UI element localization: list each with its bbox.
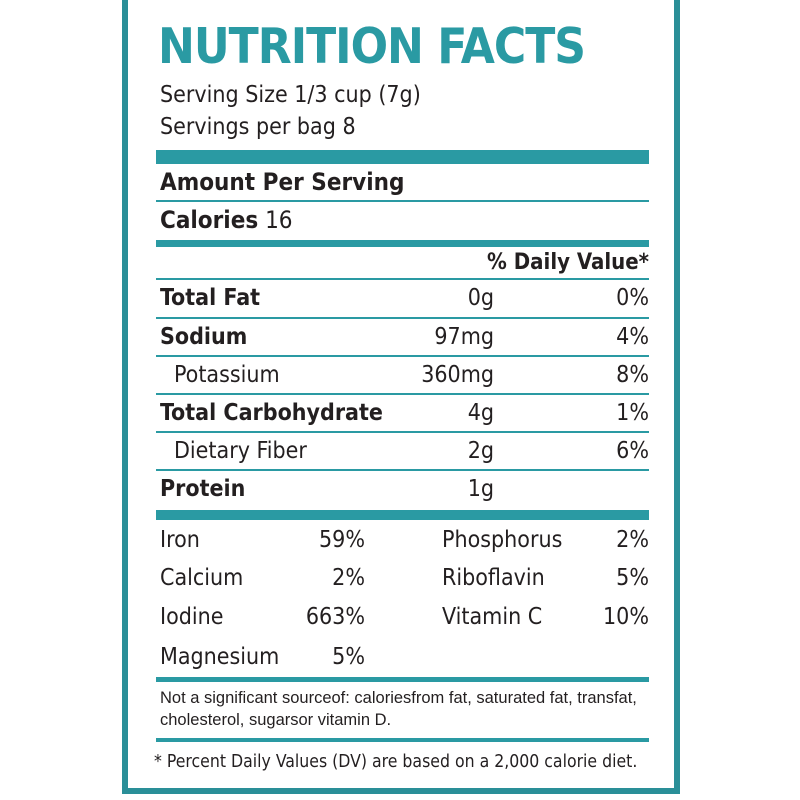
calories-row: Calories 16	[160, 206, 293, 234]
nutrient-amount: 2g	[467, 438, 494, 464]
mineral-name: Vitamin C	[442, 604, 543, 630]
nutrient-name: Protein	[160, 476, 246, 502]
servings-per-bag: Servings per bag 8	[160, 114, 356, 140]
mineral-name: Phosphorus	[442, 527, 563, 553]
medium-divider	[156, 240, 649, 247]
nutrient-amount: 4g	[467, 400, 494, 426]
nutrient-name: Total Fat	[160, 285, 261, 311]
mineral-dv: 5%	[332, 644, 365, 670]
nutrient-amount: 0g	[467, 285, 494, 311]
mineral-name: Iodine	[160, 604, 224, 630]
nutrient-name: Sodium	[160, 324, 248, 350]
divider	[156, 278, 649, 280]
divider	[156, 200, 649, 202]
nutrient-amount: 360mg	[421, 362, 494, 388]
mineral-dv: 5%	[616, 565, 649, 591]
nutrient-row-potassium: Potassium 360mg 8%	[156, 356, 649, 394]
daily-value-footnote: * Percent Daily Values (DV) are based on…	[154, 752, 638, 772]
thick-divider-minerals	[156, 510, 649, 520]
mineral-dv: 663%	[305, 604, 365, 630]
nutrient-dv: 1%	[616, 400, 649, 426]
nutrient-row-total-carbohydrate: Total Carbohydrate 4g 1%	[156, 394, 649, 432]
divider	[156, 431, 649, 433]
divider	[156, 355, 649, 357]
nutrient-name: Potassium	[174, 362, 280, 388]
nutrient-row-dietary-fiber: Dietary Fiber 2g 6%	[156, 432, 649, 470]
amount-per-serving: Amount Per Serving	[160, 168, 405, 196]
mineral-dv: 2%	[332, 565, 365, 591]
calories-label: Calories	[160, 206, 259, 234]
nutrient-amount: 97mg	[434, 324, 494, 350]
thick-divider-top	[156, 150, 649, 164]
mineral-dv: 2%	[616, 527, 649, 553]
mineral-name: Magnesium	[160, 644, 280, 670]
not-significant-note: Not a significant sourceof: caloriesfrom…	[160, 689, 637, 729]
nutrient-row-total-fat: Total Fat 0g 0%	[156, 279, 649, 317]
nutrient-dv: 4%	[616, 324, 649, 350]
mineral-name: Iron	[160, 527, 200, 553]
divider	[156, 317, 649, 319]
nutrient-row-protein: Protein 1g	[156, 470, 649, 508]
mineral-dv: 10%	[603, 604, 649, 630]
nutrition-title: NUTRITION FACTS	[158, 18, 586, 75]
mineral-dv: 59%	[319, 527, 365, 553]
nutrient-row-sodium: Sodium 97mg 4%	[156, 318, 649, 356]
nutrient-name: Total Carbohydrate	[160, 400, 383, 426]
thin-divider-footnote	[156, 738, 649, 742]
nutrition-facts-panel: NUTRITION FACTS Serving Size 1/3 cup (7g…	[122, 0, 680, 794]
nutrient-name: Dietary Fiber	[174, 438, 307, 464]
daily-value-header: % Daily Value*	[487, 250, 649, 275]
nutrient-dv: 0%	[616, 285, 649, 311]
nutrient-dv: 8%	[616, 362, 649, 388]
nutrient-amount: 1g	[467, 476, 494, 502]
mineral-name: Riboflavin	[442, 565, 545, 591]
divider	[156, 393, 649, 395]
divider	[156, 469, 649, 471]
serving-size: Serving Size 1/3 cup (7g)	[160, 82, 421, 108]
mineral-name: Calcium	[160, 565, 244, 591]
nutrient-dv: 6%	[616, 438, 649, 464]
medium-divider-note	[156, 677, 649, 682]
calories-value: 16	[265, 206, 293, 234]
